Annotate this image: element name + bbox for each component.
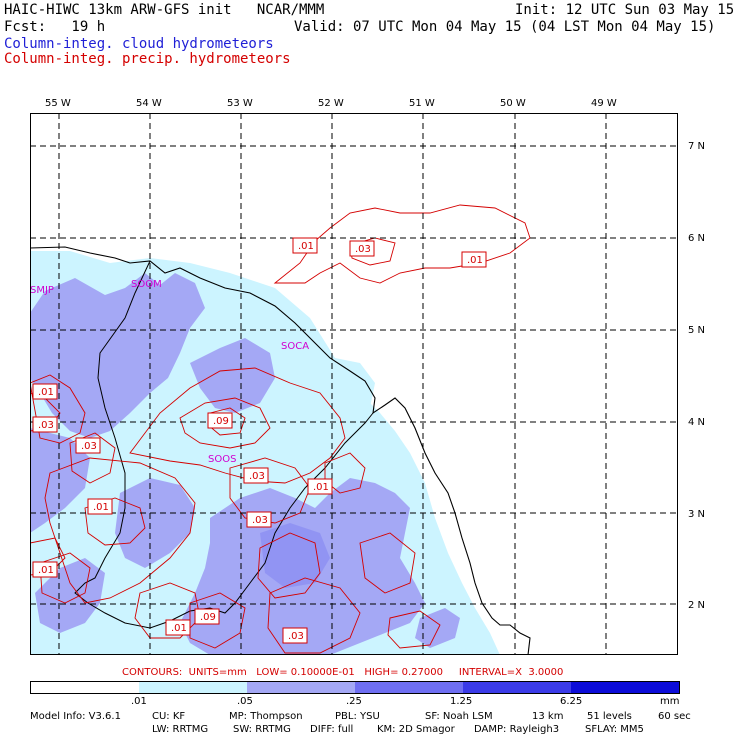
lon-label: 49 W xyxy=(591,98,617,109)
contour-info: CONTOURS: UNITS=mm LOW= 0.10000E-01 HIGH… xyxy=(122,667,564,678)
svg-text:.01: .01 xyxy=(313,482,329,493)
footer-sw: SW: RRTMG xyxy=(233,724,291,735)
svg-text:.01: .01 xyxy=(38,565,54,576)
colorbar-segment xyxy=(247,682,355,693)
footer-diff: DIFF: full xyxy=(310,724,354,735)
footer-levels: 51 levels xyxy=(587,711,632,722)
svg-text:.03: .03 xyxy=(252,515,268,526)
contour-label-box: .09 xyxy=(194,608,220,625)
contour-label-box: .03 xyxy=(32,416,58,433)
footer-damp: DAMP: Rayleigh3 xyxy=(474,724,560,735)
colorbar-tick: .01 xyxy=(131,696,147,707)
legend-cloud: Column-integ. cloud hydrometeors xyxy=(4,36,274,52)
lon-label: 55 W xyxy=(45,98,71,109)
model-title: HAIC-HIWC 13km ARW-GFS init NCAR/MMM xyxy=(4,2,325,18)
footer-sf: SF: Noah LSM xyxy=(425,711,493,722)
colorbar-segment xyxy=(571,682,679,693)
svg-text:.03: .03 xyxy=(38,420,54,431)
contour-label-box: .01 xyxy=(461,251,487,268)
lon-label: 53 W xyxy=(227,98,253,109)
contour-label-box: .01 xyxy=(165,619,191,636)
svg-text:.03: .03 xyxy=(288,631,304,642)
svg-text:.09: .09 xyxy=(200,612,216,623)
colorbar-tick: .05 xyxy=(237,696,253,707)
contour-label-box: .03 xyxy=(282,627,308,644)
station-labels: SMJP SOOM SOCA SOOS xyxy=(30,279,309,465)
svg-text:.01: .01 xyxy=(467,255,483,266)
colorbar-tick: 6.25 xyxy=(560,696,583,707)
footer-sflay: SFLAY: MM5 xyxy=(585,724,644,735)
contour-label-box: .01 xyxy=(292,237,318,254)
svg-text:.03: .03 xyxy=(355,244,371,255)
svg-text:.09: .09 xyxy=(213,416,229,427)
lon-label-row: 55 W 54 W 53 W 52 W 51 W 50 W 49 W xyxy=(45,98,617,109)
footer-timestep: 60 sec xyxy=(658,711,691,722)
legend-precip: Column-integ. precip. hydrometeors xyxy=(4,51,291,67)
contour-label-box: .01 xyxy=(32,383,58,400)
contour-label-box: .01 xyxy=(307,478,333,495)
svg-text:.01: .01 xyxy=(93,502,109,513)
valid-time: Valid: 07 UTC Mon 04 May 15 (04 LST Mon … xyxy=(294,19,716,35)
lon-label: 50 W xyxy=(500,98,526,109)
lat-label: 2 N xyxy=(688,600,705,611)
lat-label: 3 N xyxy=(688,509,705,520)
contour-label-box: .09 xyxy=(207,412,233,429)
footer-km: KM: 2D Smagor xyxy=(377,724,455,735)
footer-pbl: PBL: YSU xyxy=(335,711,380,722)
colorbar xyxy=(30,681,680,694)
forecast-hour: Fcst: 19 h xyxy=(4,19,106,35)
footer-model-info: Model Info: V3.6.1 xyxy=(30,711,121,722)
contour-label-box: .03 xyxy=(349,240,375,257)
svg-text:.03: .03 xyxy=(249,471,265,482)
map-panel: SMJP SOOM SOCA SOOS .01 .03 .01 .01 .03 … xyxy=(30,113,678,655)
svg-text:.01: .01 xyxy=(171,623,187,634)
lat-label: 7 N xyxy=(688,141,705,152)
colorbar-units: mm xyxy=(660,696,680,707)
contour-label-box: .03 xyxy=(243,467,269,484)
lat-label: 6 N xyxy=(688,233,705,244)
station-label: SOCA xyxy=(281,341,309,352)
footer-lw: LW: RRTMG xyxy=(152,724,209,735)
contour-label-box: .03 xyxy=(75,437,101,454)
lat-label: 5 N xyxy=(688,325,705,336)
contour-label-box: .01 xyxy=(87,498,113,515)
contour-label-box: .01 xyxy=(32,561,58,578)
cloud-shade-medium xyxy=(30,273,460,655)
colorbar-tick: .25 xyxy=(346,696,362,707)
contour-value-labels: .01 .03 .01 .01 .03 .09 .03 .01 .01 .03 … xyxy=(32,237,487,644)
station-label: SOOS xyxy=(208,454,236,465)
lon-label: 52 W xyxy=(318,98,344,109)
lon-label: 54 W xyxy=(136,98,162,109)
svg-text:.03: .03 xyxy=(81,441,97,452)
colorbar-segment xyxy=(139,682,247,693)
svg-text:.01: .01 xyxy=(38,387,54,398)
map-border xyxy=(30,113,678,655)
colorbar-tick: 1.25 xyxy=(450,696,473,707)
lat-label-column: 7 N 6 N 5 N 4 N 3 N 2 N xyxy=(688,141,705,611)
lon-label: 51 W xyxy=(409,98,435,109)
country-border xyxy=(74,260,374,629)
footer-res: 13 km xyxy=(532,711,564,722)
footer-mp: MP: Thompson xyxy=(229,711,303,722)
init-time: Init: 12 UTC Sun 03 May 15 xyxy=(515,2,735,18)
station-label: SOOM xyxy=(131,279,162,290)
station-label: SMJP xyxy=(30,285,54,296)
lat-label: 4 N xyxy=(688,417,705,428)
contour-label-box: .03 xyxy=(246,511,272,528)
colorbar-segment xyxy=(463,682,571,693)
svg-text:.01: .01 xyxy=(298,241,314,252)
colorbar-segment xyxy=(31,682,139,693)
footer-cu: CU: KF xyxy=(152,711,186,722)
colorbar-segment xyxy=(355,682,463,693)
lat-lon-grid xyxy=(30,113,678,655)
